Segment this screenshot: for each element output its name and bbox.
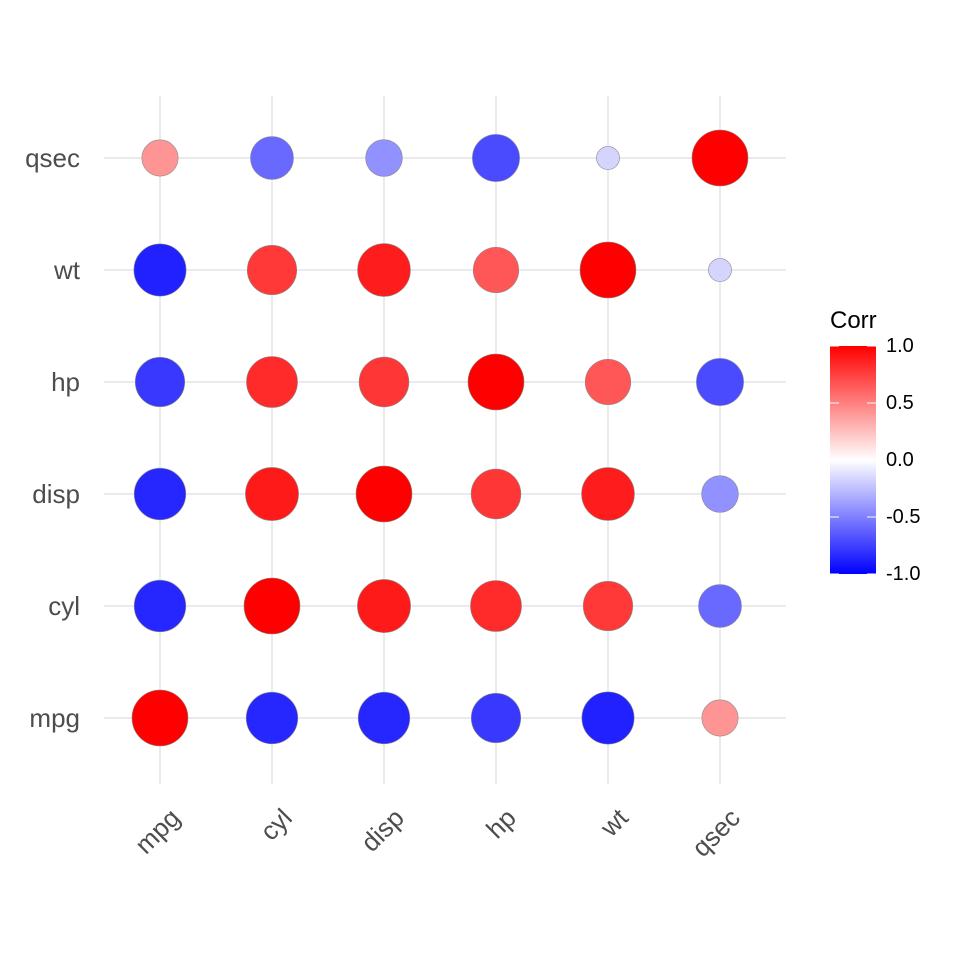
corr-point-qsec-cyl bbox=[250, 136, 294, 180]
corr-point-hp-disp bbox=[358, 356, 410, 408]
corr-point-mpg-qsec bbox=[701, 699, 739, 737]
corr-point-hp-qsec bbox=[696, 358, 744, 406]
corr-point-cyl-cyl bbox=[243, 577, 301, 635]
corr-point-disp-wt bbox=[581, 467, 635, 521]
corr-point-wt-hp bbox=[472, 246, 520, 294]
legend-title: Corr bbox=[830, 307, 877, 334]
corr-point-mpg-hp bbox=[470, 692, 522, 744]
corr-point-disp-disp bbox=[355, 465, 413, 523]
corr-point-qsec-disp bbox=[365, 139, 403, 177]
corr-point-cyl-mpg bbox=[133, 579, 187, 633]
legend-tick-label: 0.0 bbox=[886, 449, 914, 471]
corr-point-qsec-wt bbox=[596, 146, 620, 170]
y-tick-label-hp: hp bbox=[51, 367, 80, 397]
x-tick-label-mpg: mpg bbox=[129, 803, 186, 860]
corr-point-cyl-disp bbox=[357, 579, 411, 633]
y-tick-label-mpg: mpg bbox=[29, 703, 80, 733]
y-tick-label-qsec: qsec bbox=[25, 143, 80, 173]
corr-point-hp-hp bbox=[467, 353, 525, 411]
corr-point-disp-mpg bbox=[133, 467, 187, 521]
y-axis: mpg cyl disp hp wt qsec bbox=[25, 143, 81, 733]
corr-point-wt-mpg bbox=[133, 243, 187, 297]
x-tick-label-disp: disp bbox=[355, 803, 410, 858]
corr-point-wt-disp bbox=[357, 243, 411, 297]
x-tick-label-wt: wt bbox=[594, 802, 635, 843]
grid-layer bbox=[104, 96, 786, 784]
corr-point-hp-cyl bbox=[246, 356, 298, 408]
corr-point-disp-qsec bbox=[701, 475, 739, 513]
corr-point-hp-wt bbox=[584, 358, 632, 406]
y-tick-label-wt: wt bbox=[53, 255, 81, 285]
corr-point-disp-cyl bbox=[245, 467, 299, 521]
x-axis: mpg cyl disp hp wt qsec bbox=[129, 802, 746, 863]
corr-point-wt-qsec bbox=[708, 258, 732, 282]
corr-point-wt-wt bbox=[579, 241, 637, 299]
corr-point-hp-mpg bbox=[134, 356, 186, 408]
y-tick-label-disp: disp bbox=[32, 479, 80, 509]
corr-point-disp-hp bbox=[470, 468, 522, 520]
legend-tick-label: 1.0 bbox=[886, 335, 914, 357]
corr-point-mpg-cyl bbox=[245, 691, 299, 745]
legend-tick-label: -0.5 bbox=[886, 506, 920, 528]
y-tick-label-cyl: cyl bbox=[48, 591, 80, 621]
corr-point-cyl-qsec bbox=[698, 584, 742, 628]
corr-point-mpg-mpg bbox=[131, 689, 189, 747]
x-tick-label-cyl: cyl bbox=[254, 803, 298, 847]
corr-point-mpg-disp bbox=[357, 691, 411, 745]
legend-tick-label: -1.0 bbox=[886, 563, 920, 585]
corr-point-qsec-hp bbox=[472, 134, 520, 182]
corr-point-wt-cyl bbox=[246, 244, 298, 296]
dots-layer bbox=[131, 129, 749, 747]
corr-point-qsec-mpg bbox=[141, 139, 179, 177]
corr-point-mpg-wt bbox=[581, 691, 635, 745]
x-tick-label-hp: hp bbox=[480, 803, 522, 845]
corr-point-cyl-wt bbox=[582, 580, 634, 632]
corr-point-qsec-qsec bbox=[691, 129, 749, 187]
legend: Corr 1.0 0.5 0.0 -0.5 -1.0 bbox=[830, 307, 920, 585]
legend-tick-label: 0.5 bbox=[886, 392, 914, 414]
x-tick-label-qsec: qsec bbox=[686, 803, 746, 863]
corr-point-cyl-hp bbox=[470, 580, 522, 632]
